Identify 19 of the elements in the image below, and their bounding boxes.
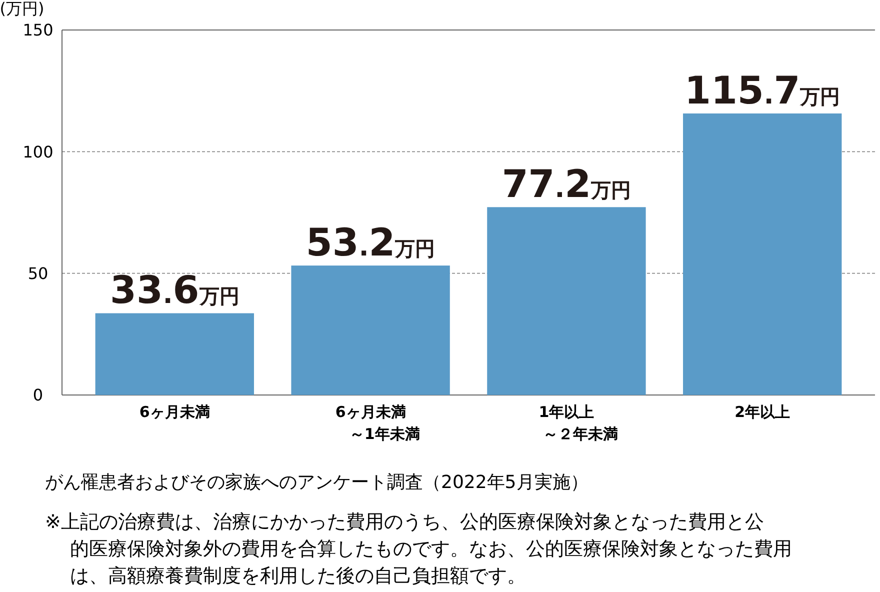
x-tick-label: 6ヶ月未満 [139, 403, 210, 421]
x-tick-label: 6ヶ月未満～1年未満 [335, 403, 420, 443]
text: ※上記の治療費は、治療にかかった費用のうち、公的医療保険対象となった費用と公的医療保険対象外の費用を合算したものです。なお、公的医療保険対象となった費用は、高額療養費制度を利用した後の自己負担額です。 [45, 511, 792, 587]
data-label: 77.2万円 [502, 162, 632, 206]
x-tick-label: 1年以上～２年未満 [538, 403, 618, 443]
text: がん罹患者およびその家族へのアンケート調査（2022年5月実施） [45, 472, 588, 493]
data-label: 33.6万円 [110, 268, 240, 312]
x-tick-label: 2年以上 [734, 403, 790, 421]
data-label: 115.7万円 [684, 68, 840, 112]
y-tick-label: 0 [32, 386, 44, 405]
y-axis-title: (万円) [0, 0, 44, 18]
bar [291, 266, 450, 395]
bar [487, 207, 646, 395]
y-tick-label: 150 [22, 20, 54, 40]
data-label: 53.2万円 [306, 220, 436, 265]
bar [95, 313, 254, 395]
y-tick-label: 100 [22, 142, 54, 162]
bar [683, 113, 842, 395]
y-tick-label: 50 [28, 264, 48, 283]
